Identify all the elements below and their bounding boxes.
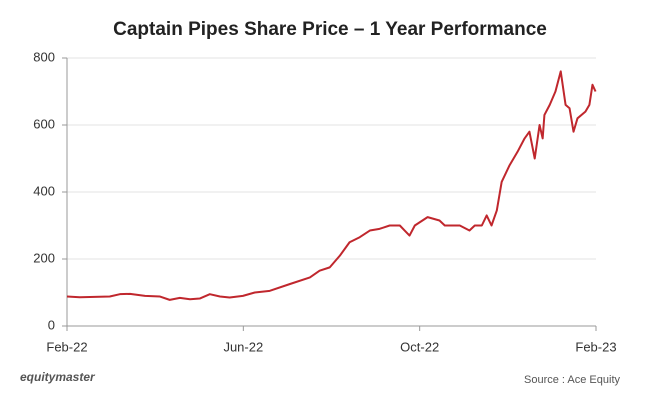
y-tick-label: 0: [48, 317, 55, 332]
brand: equitymaster: [20, 370, 96, 384]
y-tick-label: 400: [33, 183, 55, 198]
y-tick-label: 600: [33, 116, 55, 131]
x-tick-label: Feb-22: [46, 339, 87, 354]
y-tick-label: 800: [33, 49, 55, 64]
x-tick-label: Jun-22: [223, 339, 263, 354]
y-tick-label: 200: [33, 250, 55, 265]
x-tick-label: Oct-22: [400, 339, 439, 354]
price-line: [66, 70, 597, 301]
chart-title: Captain Pipes Share Price – 1 Year Perfo…: [113, 19, 547, 40]
x-tick-label: Feb-23: [575, 339, 616, 354]
source-note: Source : Ace Equity: [524, 374, 620, 386]
